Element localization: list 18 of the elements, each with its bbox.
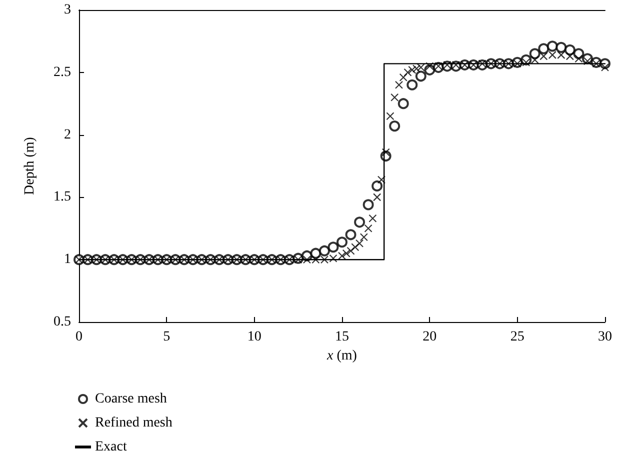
x-tick-label: 5	[163, 330, 170, 344]
x-tick-label: 25	[510, 330, 524, 344]
y-tick-label: 3	[64, 2, 71, 18]
x-tick-label: 0	[76, 330, 82, 344]
y-tick-label: 2	[64, 127, 71, 142]
x-tick-label: 10	[247, 330, 262, 344]
y-tick-label: 0.5	[54, 314, 71, 330]
y-axis-title: Depth (m)	[22, 136, 38, 195]
y-tick-label: 1	[64, 252, 71, 268]
legend-label: Coarse mesh	[95, 392, 167, 406]
x-tick-label: 30	[598, 330, 612, 344]
legend-label: Exact	[95, 440, 127, 454]
y-tick-label: 1.5	[54, 190, 71, 205]
x-axis-title: x (m)	[326, 348, 358, 364]
x-tick-label: 15	[335, 330, 349, 344]
y-tick-label: 2.5	[54, 64, 71, 80]
x-tick-label: 20	[422, 330, 437, 344]
legend-label: Refined mesh	[95, 416, 172, 430]
